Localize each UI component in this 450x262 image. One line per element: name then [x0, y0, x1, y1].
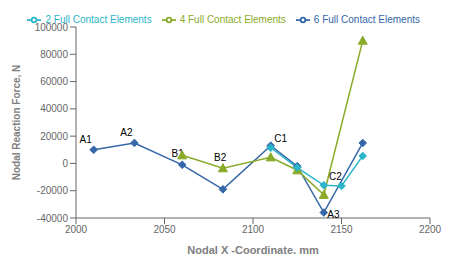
- svg-text:2200: 2200: [419, 224, 442, 235]
- svg-text:40000: 40000: [40, 103, 68, 114]
- html-text:2 Full Contact Elements: 2 Full Contact Elements: [45, 13, 152, 25]
- svg-text:A1: A1: [80, 134, 93, 145]
- svg-text:20000: 20000: [40, 131, 68, 142]
- svg-text:0: 0: [62, 158, 68, 169]
- svg-text:B1: B1: [171, 147, 184, 159]
- svg-text:2150: 2150: [330, 224, 353, 235]
- svg-text:2100: 2100: [242, 224, 265, 235]
- svg-text:2050: 2050: [153, 224, 176, 235]
- svg-text:-40000: -40000: [37, 213, 69, 224]
- svg-text:Nodal Reaction Force, N: Nodal Reaction Force, N: [11, 65, 22, 181]
- svg-text:B2: B2: [214, 152, 227, 163]
- svg-text:Nodal X -Coordinate, mm: Nodal X -Coordinate, mm: [187, 244, 319, 254]
- svg-text:100000: 100000: [35, 22, 69, 33]
- svg-text:2000: 2000: [65, 224, 88, 235]
- svg-text:C1: C1: [274, 133, 287, 144]
- svg-text:80000: 80000: [40, 49, 68, 60]
- html-text:6 Full Contact Elements: 6 Full Contact Elements: [313, 13, 420, 25]
- svg-text:C2: C2: [329, 171, 342, 182]
- svg-text:A3: A3: [327, 209, 340, 218]
- svg-text:-20000: -20000: [37, 185, 69, 196]
- html-text:4 Full Contact Elements: 4 Full Contact Elements: [179, 13, 286, 25]
- svg-text:A2: A2: [120, 127, 133, 138]
- svg-text:60000: 60000: [40, 76, 68, 87]
